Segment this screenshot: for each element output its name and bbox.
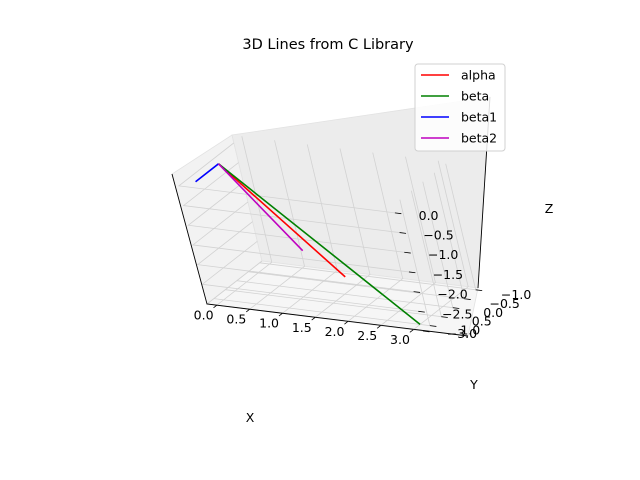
legend-label-beta1: beta1 xyxy=(461,110,497,125)
z-gridline xyxy=(196,221,414,293)
z-tick xyxy=(413,291,421,293)
y-tick-label: −1.0 xyxy=(501,287,531,302)
x-tick-label: 2.0 xyxy=(325,324,345,339)
y-axis-label: Y xyxy=(469,377,478,392)
x-tick xyxy=(213,304,218,309)
series-line-beta xyxy=(217,163,421,326)
x-axis-label: X xyxy=(246,410,255,425)
series-line-alpha xyxy=(217,163,346,278)
axis-frame-x-y xyxy=(171,173,469,337)
legend-label-beta: beta xyxy=(461,89,489,104)
x-tick-label: 0.0 xyxy=(194,308,214,323)
y-tick-label: −0.5 xyxy=(489,296,519,311)
legend-label-alpha: alpha xyxy=(461,68,496,83)
y-tick xyxy=(452,307,460,309)
z-gridline xyxy=(191,201,409,273)
y-tick-label: 1.0 xyxy=(460,323,480,338)
series-lines xyxy=(195,163,421,326)
z-tick-label: −1.5 xyxy=(433,267,463,282)
x-tick xyxy=(311,317,316,321)
x-tick xyxy=(344,321,348,325)
z-tick xyxy=(408,271,416,274)
series-line-beta1 xyxy=(195,163,219,183)
z-tick-label: −3.0 xyxy=(447,326,477,341)
legend: alpha beta beta1 beta2 xyxy=(414,63,506,152)
y-tick xyxy=(429,325,437,327)
x-tick xyxy=(409,329,414,333)
x-tick-label: 1.0 xyxy=(259,316,279,331)
series-line-beta2 xyxy=(217,163,304,252)
z-gridline xyxy=(201,240,419,312)
x-tick-label: 3.0 xyxy=(390,332,410,347)
axis-ticks xyxy=(213,212,483,333)
y-tick-label: 0.0 xyxy=(483,305,503,320)
y-tick xyxy=(464,298,471,300)
x-tick-label: 0.5 xyxy=(226,312,246,327)
y-tick-label: 0.5 xyxy=(472,314,492,329)
z-tick xyxy=(394,212,402,215)
z-tick xyxy=(422,330,430,333)
z-tick xyxy=(404,251,411,254)
y-tick xyxy=(475,289,483,291)
z-tick-label: −2.0 xyxy=(437,287,467,302)
chart-title: 3D Lines from C Library xyxy=(242,37,414,53)
legend-label-beta2: beta2 xyxy=(461,131,497,146)
z-tick-label: 0.0 xyxy=(419,208,439,223)
x-tick-label: 2.5 xyxy=(357,328,377,343)
legend-box xyxy=(414,63,506,152)
y-tick xyxy=(441,316,448,318)
z-gridline xyxy=(187,181,405,253)
z-tick-label: −0.5 xyxy=(423,228,453,243)
x-tick xyxy=(278,313,283,317)
z-axis-label: Z xyxy=(545,201,554,216)
z-tick xyxy=(399,232,407,234)
axis-tick-labels: 0.0 0.5 1.0 1.5 2.0 2.5 3.0−1.0−0.50.00.51.00.… xyxy=(194,208,532,347)
x-tick-label: 1.5 xyxy=(292,320,312,335)
z-gridline xyxy=(177,142,395,214)
z-tick-label: −2.5 xyxy=(442,306,472,321)
x-tick xyxy=(376,325,381,329)
z-gridline xyxy=(182,162,400,233)
z-tick-label: −1.0 xyxy=(428,247,458,262)
z-tick xyxy=(418,310,425,313)
x-tick xyxy=(245,309,250,313)
